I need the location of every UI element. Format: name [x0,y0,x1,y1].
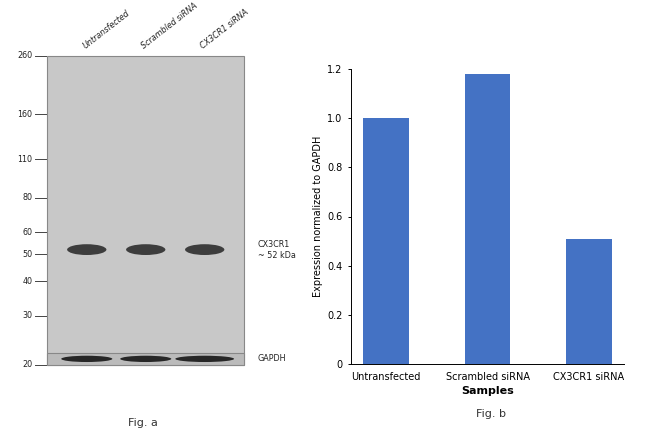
Text: CX3CR1
~ 52 kDa: CX3CR1 ~ 52 kDa [257,239,296,260]
Text: 80: 80 [23,193,32,202]
Ellipse shape [185,244,224,255]
Text: 110: 110 [18,155,32,164]
Text: 60: 60 [23,228,32,237]
Text: 40: 40 [23,277,32,286]
Ellipse shape [176,356,234,362]
Text: 20: 20 [22,360,32,369]
Text: 50: 50 [22,250,32,259]
Text: 160: 160 [18,110,32,119]
Ellipse shape [120,356,172,362]
X-axis label: Samples: Samples [461,386,514,396]
Text: CX3CR1 siRNA: CX3CR1 siRNA [199,7,251,50]
Text: 260: 260 [18,52,32,61]
Bar [47,353,244,365]
Text: Fig. a: Fig. a [128,418,158,428]
Text: 30: 30 [23,311,32,320]
Text: Scrambled siRNA: Scrambled siRNA [140,1,200,50]
Bar [566,239,612,364]
Ellipse shape [67,244,107,255]
Bar [465,74,510,364]
Text: Untransfected: Untransfected [81,8,131,50]
Bar [363,118,409,364]
Y-axis label: Expression normalized to GAPDH: Expression normalized to GAPDH [313,136,323,297]
Ellipse shape [61,356,112,362]
Bar [47,56,244,365]
Text: Fig. b: Fig. b [476,408,506,419]
Text: GAPDH: GAPDH [257,354,286,363]
Ellipse shape [126,244,165,255]
